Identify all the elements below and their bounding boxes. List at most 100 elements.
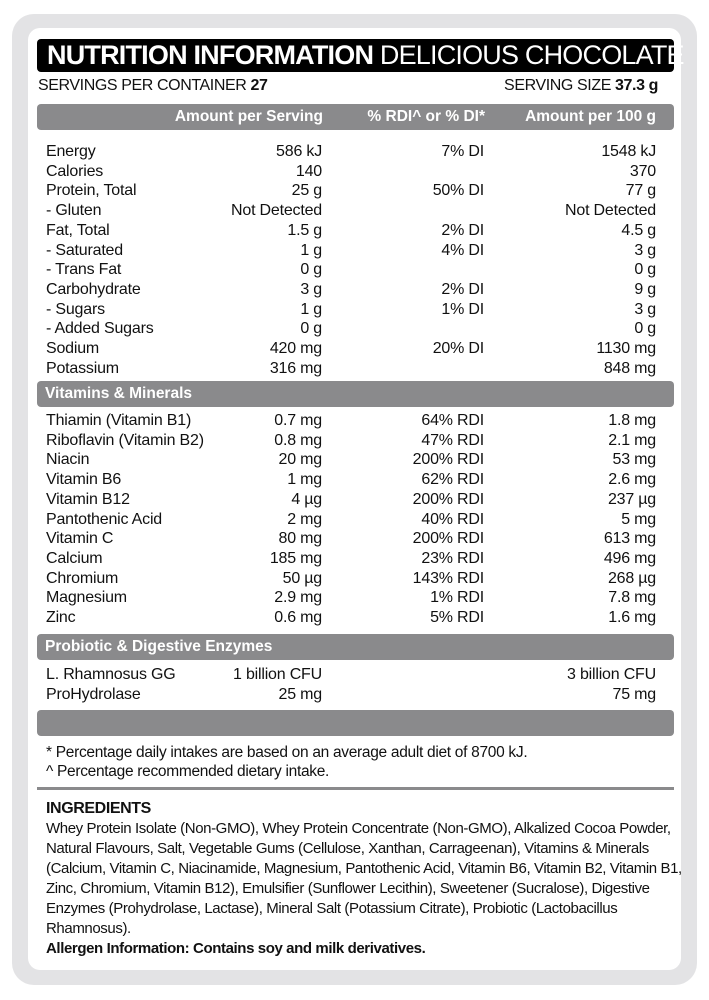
table-row: - Trans Fat 0 g 0 g (46, 260, 656, 280)
amount-per-100g: 7.8 mg (608, 589, 656, 607)
amount-per-serving: 50 µg (282, 569, 323, 587)
table-row: Calcium 185 mg 23% RDI 496 mg (46, 549, 656, 569)
amount-per-100g: 1.6 mg (608, 609, 656, 626)
percent-intake: 1% DI (441, 300, 484, 318)
amount-per-serving: 0.6 mg (274, 609, 322, 626)
percent-intake: 23% RDI (421, 549, 484, 567)
amount-per-serving: 2 mg (287, 510, 322, 528)
amount-per-serving: 25 mg (278, 685, 323, 703)
table-row: Calories 140 370 (46, 162, 656, 182)
divider (37, 787, 674, 790)
table-row: Zinc 0.6 mg 5% RDI 1.6 mg (46, 608, 656, 628)
amount-per-100g: 237 µg (607, 490, 656, 508)
percent-intake: 200% RDI (412, 451, 485, 469)
amount-per-serving: 1 mg (287, 471, 322, 489)
amount-per-serving: 20 mg (278, 451, 323, 469)
nutrient-name: - Trans Fat (46, 261, 122, 279)
vitamins-header-bar: Vitamins & Minerals (37, 381, 674, 407)
nutrient-name: - Sugars (46, 300, 105, 318)
probiotic-title: Probiotic & Digestive Enzymes (45, 638, 273, 655)
amount-per-100g: 1548 kJ (601, 143, 656, 160)
table-row: Potassium 316 mg 848 mg (46, 359, 656, 379)
nutrient-name: Pantothenic Acid (46, 510, 162, 528)
nutrient-name: Carbohydrate (46, 280, 141, 298)
servings-label: SERVINGS PER CONTAINER (38, 77, 247, 94)
amount-per-serving: 316 mg (269, 359, 322, 377)
table-row: Pantothenic Acid 2 mg 40% RDI 5 mg (46, 510, 656, 530)
percent-intake: 4% DI (441, 241, 484, 259)
title-flavour: DELICIOUS CHOCOLATE (379, 40, 685, 70)
ingredients-title: INGREDIENTS (46, 800, 151, 817)
table-row: Niacin 20 mg 200% RDI 53 mg (46, 450, 656, 470)
amount-per-100g: 613 mg (603, 530, 656, 548)
amount-per-serving: 0 g (300, 261, 322, 279)
serving-size-value: 37.3 g (615, 77, 658, 94)
percent-intake: 200% RDI (412, 490, 485, 508)
amount-per-100g: 4.5 g (621, 221, 656, 239)
amount-per-serving: 1.5 g (287, 221, 322, 239)
amount-per-100g: 5 mg (621, 510, 656, 528)
table-row: - Gluten Not Detected Not Detected (46, 201, 656, 221)
nutrient-name: L. Rhamnosus GG (46, 666, 176, 683)
amount-per-100g: 3 g (634, 241, 656, 259)
amount-per-serving: 3 g (300, 280, 322, 298)
ingredients-section: INGREDIENTS Whey Protein Isolate (Non-GM… (46, 799, 686, 959)
table-row: Carbohydrate 3 g 2% DI 9 g (46, 280, 656, 300)
table-row: ProHydrolase 25 mg 75 mg (46, 685, 656, 705)
panel-title: NUTRITION INFORMATION DELICIOUS CHOCOLAT… (37, 39, 685, 72)
table-row: Thiamin (Vitamin B1) 0.7 mg 64% RDI 1.8 mg (46, 411, 656, 431)
servings-value: 27 (250, 77, 268, 94)
vitamins-title: Vitamins & Minerals (45, 385, 193, 402)
nutrient-name: Niacin (46, 451, 90, 469)
header-per-100g: Amount per 100 g (525, 108, 656, 125)
label-panel (28, 28, 681, 970)
nutrient-name: ProHydrolase (46, 685, 141, 703)
nutrient-name: Thiamin (Vitamin B1) (46, 412, 192, 429)
nutrient-name: - Gluten (46, 202, 102, 220)
nutrient-name: Protein, Total (46, 182, 137, 200)
amount-per-serving: 4 µg (291, 490, 322, 508)
ingredients-text: Whey Protein Isolate (Non-GMO), Whey Pro… (46, 820, 682, 937)
amount-per-serving: 1 g (300, 241, 322, 259)
amount-per-100g: 75 mg (612, 685, 657, 703)
percent-intake: 5% RDI (430, 609, 484, 626)
amount-per-serving: 140 (295, 162, 322, 180)
amount-per-100g: 3 billion CFU (567, 666, 656, 683)
table-row: - Added Sugars 0 g 0 g (46, 319, 656, 339)
amount-per-serving: 0 g (300, 320, 322, 338)
amount-per-100g: 1.8 mg (608, 412, 656, 429)
amount-per-serving: 586 kJ (276, 143, 322, 160)
nutrient-name: Vitamin C (46, 530, 114, 548)
amount-per-100g: 3 g (634, 300, 656, 318)
amount-per-serving: 80 mg (278, 530, 323, 548)
allergen-info: Allergen Information: Contains soy and m… (46, 940, 426, 957)
amount-per-serving: 0.8 mg (274, 431, 322, 449)
nutrient-name: Calcium (46, 549, 103, 567)
nutrient-name: Vitamin B6 (46, 471, 122, 489)
table-row: Protein, Total 25 g 50% DI 77 g (46, 181, 656, 201)
table-row: Fat, Total 1.5 g 2% DI 4.5 g (46, 221, 656, 241)
table-row: - Sugars 1 g 1% DI 3 g (46, 300, 656, 320)
table-row: Chromium 50 µg 143% RDI 268 µg (46, 569, 656, 589)
table-row: Sodium 420 mg 20% DI 1130 mg (46, 339, 656, 359)
amount-per-100g: 77 g (625, 182, 657, 200)
table-row: Vitamin C 80 mg 200% RDI 613 mg (46, 529, 656, 549)
percent-intake: 143% RDI (412, 569, 485, 587)
table-row: Energy 586 kJ 7% DI 1548 kJ (46, 142, 656, 162)
table-row: Magnesium 2.9 mg 1% RDI 7.8 mg (46, 588, 656, 608)
percent-intake: 7% DI (441, 143, 484, 160)
nutrient-name: Chromium (46, 569, 119, 587)
nutrient-name: - Saturated (46, 241, 123, 259)
header-rdi: % RDI^ or % DI* (367, 108, 485, 125)
table-row: Vitamin B12 4 µg 200% RDI 237 µg (46, 490, 656, 510)
serving-size: SERVING SIZE 37.3 g (504, 77, 658, 95)
percent-intake: 2% DI (441, 280, 484, 298)
nutrient-name: Potassium (46, 359, 119, 377)
nutrient-name: Calories (46, 162, 104, 180)
empty-bar (37, 710, 674, 736)
table-row: Vitamin B6 1 mg 62% RDI 2.6 mg (46, 470, 656, 490)
title-bold: NUTRITION INFORMATION (47, 40, 374, 70)
percent-intake: 64% RDI (421, 412, 484, 429)
nutrient-name: Fat, Total (46, 221, 110, 239)
nutrient-name: Vitamin B12 (46, 490, 130, 508)
